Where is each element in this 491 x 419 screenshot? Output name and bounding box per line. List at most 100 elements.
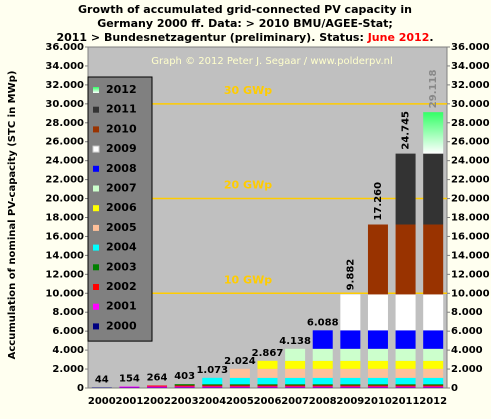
bar-segment [340, 386, 361, 388]
legend-swatch [93, 106, 99, 113]
bar-segment [285, 384, 306, 386]
y-tick-label: 30.000 [45, 99, 84, 110]
bar-segment [312, 385, 333, 387]
title-line: Growth of accumulated grid-connected PV … [78, 3, 412, 16]
bar-segment [312, 386, 333, 388]
legend-label: 2011 [106, 103, 137, 116]
x-tick-label: 2004 [198, 396, 226, 407]
bar-segment [285, 360, 306, 369]
bar-segment [229, 385, 250, 387]
reference-label: 10 GWp [224, 273, 272, 286]
y-tick-label: 2.000 [52, 364, 84, 375]
bar-segment [367, 384, 388, 386]
bar-segment [395, 360, 416, 369]
title-end: . [429, 31, 433, 44]
bar-segment [147, 385, 168, 387]
bar-segment [367, 330, 388, 349]
bar-segment [367, 385, 388, 387]
bar-segment [395, 348, 416, 361]
x-tick-label: 2002 [143, 396, 171, 407]
x-tick-label: 2012 [419, 396, 447, 407]
y2-tick-label: 0 [451, 383, 458, 394]
legend-label: 2009 [106, 142, 137, 155]
y-tick-label: 16.000 [45, 231, 84, 242]
legend-swatch [93, 284, 99, 290]
total-label: 154 [119, 374, 140, 385]
legend-swatch [93, 126, 99, 133]
legend-label: 2001 [106, 300, 137, 313]
bar-segment [395, 377, 416, 385]
x-tick-label: 2001 [116, 396, 144, 407]
bar-segment [229, 384, 250, 386]
legend-swatch [93, 165, 99, 172]
legend-swatch [92, 145, 100, 153]
bar-segment [285, 348, 306, 361]
legend-swatch [93, 224, 99, 231]
bar-segment [285, 385, 306, 387]
x-tick-label: 2009 [336, 396, 364, 407]
y2-tick-label: 6.000 [451, 326, 483, 337]
y-tick-label: 12.000 [45, 269, 84, 280]
bar-segment [395, 368, 416, 378]
bar-segment [312, 384, 333, 386]
y-tick-label: 32.000 [45, 80, 84, 91]
legend-label: 2012 [106, 83, 137, 96]
bar-segment [340, 330, 361, 349]
y-tick-label: 18.000 [45, 213, 84, 224]
y-tick-label: 8.000 [52, 307, 84, 318]
bar-segment [312, 377, 333, 385]
y-tick-label: 20.000 [45, 194, 84, 205]
bar-segment [423, 294, 444, 331]
bar-segment [340, 294, 361, 331]
bar-segment [340, 368, 361, 378]
legend-swatch [93, 244, 99, 251]
reference-label: 20 GWp [224, 179, 272, 192]
legend-label: 2000 [106, 319, 137, 332]
x-tick-label: 2010 [364, 396, 392, 407]
bar-segment [174, 386, 195, 388]
total-label: 403 [174, 371, 195, 382]
bar-segment [423, 386, 444, 388]
bar-segment [202, 377, 223, 385]
y-tick-label: 14.000 [45, 250, 84, 261]
y-tick-label: 34.000 [45, 61, 84, 72]
bar-segment [423, 153, 444, 225]
bar-segment [395, 330, 416, 349]
bar-segment [257, 385, 278, 387]
legend-label: 2010 [106, 122, 137, 135]
bar-segment [174, 385, 195, 387]
legend-label: 2004 [106, 241, 137, 254]
bar-segment [340, 348, 361, 361]
bar-segment [423, 112, 444, 154]
y2-tick-label: 32.000 [451, 80, 490, 91]
bar-segment [340, 377, 361, 385]
bar-segment [312, 368, 333, 378]
legend-label: 2002 [106, 280, 137, 293]
y2-tick-label: 22.000 [451, 175, 490, 186]
bar-segment [395, 384, 416, 386]
y2-tick-label: 14.000 [451, 250, 490, 261]
y-tick-label: 10.000 [45, 288, 84, 299]
total-label: 4.138 [279, 336, 311, 347]
bar-segment [257, 386, 278, 388]
legend-swatch [93, 205, 99, 212]
bar-segment [423, 224, 444, 295]
bar-segment [340, 384, 361, 386]
bar-segment [147, 386, 168, 388]
bar-segment [285, 368, 306, 378]
y-tick-label: 0 [77, 383, 84, 394]
y2-tick-label: 2.000 [451, 364, 483, 375]
bar-segment [229, 368, 250, 378]
x-tick-label: 2008 [309, 396, 337, 407]
y2-tick-label: 34.000 [451, 61, 490, 72]
bar-segment [395, 153, 416, 225]
bar-segment [367, 368, 388, 378]
status: June 2012 [367, 31, 430, 44]
bar-segment [340, 385, 361, 387]
y-tick-label: 36.000 [45, 42, 84, 53]
bar-segment [423, 384, 444, 386]
y2-tick-label: 10.000 [451, 288, 490, 299]
legend-swatch [93, 323, 99, 330]
total-label: 9.882 [345, 259, 356, 291]
